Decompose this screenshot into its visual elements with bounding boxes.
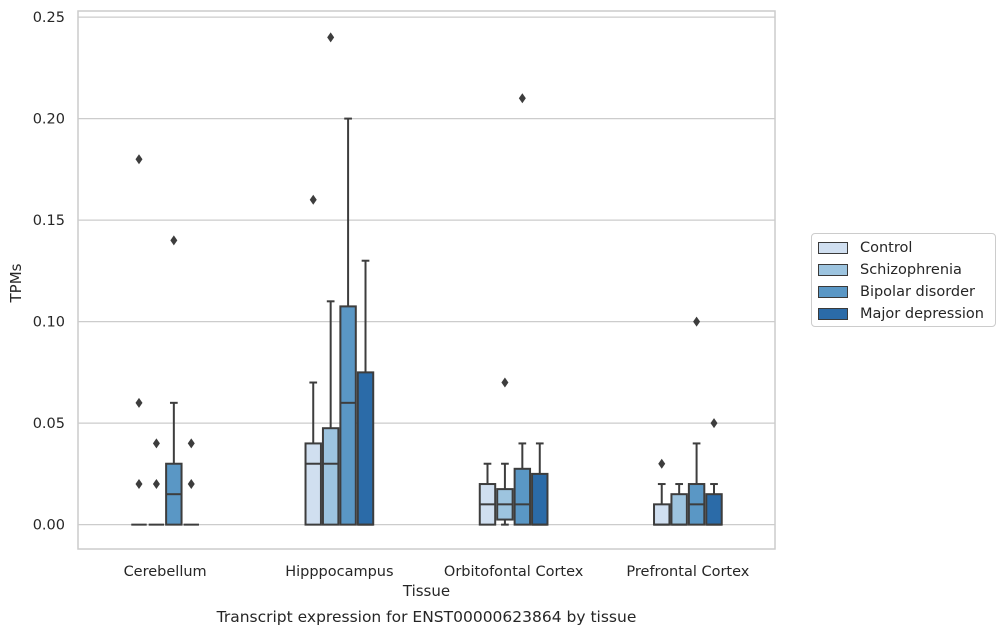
box-1-1 <box>321 300 340 526</box>
x-tick-label-0: Cerebellum <box>124 564 207 580</box>
x-tick-label-1: Hipppocampus <box>285 564 393 580</box>
outlier-0-0-2 <box>135 479 143 490</box>
box-body <box>356 371 375 526</box>
box-3-1 <box>670 483 688 526</box>
grid-lines <box>78 16 775 526</box>
legend-label-control: Control <box>860 240 913 256</box>
boxes <box>131 117 723 526</box>
outlier-0-0-0 <box>135 154 143 165</box>
y-tick-label-0: 0.00 <box>33 518 65 534</box>
y-axis-label: TPMs <box>7 263 25 303</box>
outlier-0-2-0 <box>170 235 178 246</box>
box-3-0 <box>653 483 671 526</box>
x-tick-labels: Cerebellum Hipppocampus Orbitofontal Corte… <box>124 564 750 580</box>
outlier-2-1-0 <box>501 377 509 388</box>
outlier-0-1-1 <box>152 479 160 490</box>
outlier-2-2-0 <box>518 93 526 104</box>
legend-swatch-bipolar-disorder <box>818 286 848 298</box>
legend-swatch-major-depression <box>818 308 848 320</box>
box-body <box>705 493 723 526</box>
box-0-2 <box>165 401 183 526</box>
outlier-1-1-0 <box>327 32 335 43</box>
box-body <box>531 472 549 526</box>
outlier-3-3-0 <box>710 418 718 429</box>
x-axis-label: Tissue <box>402 582 451 600</box>
legend-item-control: Control <box>818 239 912 257</box>
y-tick-labels: 0.00 0.05 0.10 0.15 0.20 0.25 <box>33 10 65 534</box>
plot-frame <box>77 10 776 550</box>
y-tick-label-5: 0.25 <box>33 10 65 26</box>
x-tick-label-3: Prefrontal Cortex <box>626 564 749 580</box>
outlier-0-3-0 <box>187 438 195 449</box>
outlier-3-2-0 <box>693 316 701 327</box>
box-3-3 <box>705 483 723 526</box>
box-1-2 <box>339 117 357 526</box>
box-body <box>321 427 340 526</box>
box-body <box>304 442 322 526</box>
legend: Control Schizophrenia Bipolar disorder M… <box>811 233 996 327</box>
y-tick-label-3: 0.15 <box>33 213 65 229</box>
x-tick-label-2: Orbitofontal Cortex <box>444 564 584 580</box>
legend-item-schizophrenia: Schizophrenia <box>818 261 962 279</box>
outlier-1-0-0 <box>309 194 317 205</box>
box-body <box>513 467 532 526</box>
outlier-0-3-1 <box>187 479 195 490</box>
box-3-2 <box>687 442 706 526</box>
legend-label-major-depression: Major depression <box>860 306 984 322</box>
box-1-3 <box>356 259 375 526</box>
legend-label-schizophrenia: Schizophrenia <box>860 262 962 278</box>
box-1-0 <box>304 381 322 526</box>
legend-swatch-schizophrenia <box>818 264 848 276</box>
outlier-0-0-1 <box>135 397 143 408</box>
y-tick-label-4: 0.20 <box>33 112 65 128</box>
legend-item-bipolar-disorder: Bipolar disorder <box>818 283 975 301</box>
legend-label-bipolar-disorder: Bipolar disorder <box>860 284 975 300</box>
legend-swatch-control <box>818 242 848 254</box>
y-tick-label-1: 0.05 <box>33 416 65 432</box>
outliers <box>135 32 718 490</box>
outlier-0-1-0 <box>152 438 160 449</box>
outlier-3-0-0 <box>658 458 666 469</box>
box-body <box>653 503 671 526</box>
y-tick-label-2: 0.10 <box>33 315 65 331</box>
box-2-1 <box>496 462 514 526</box>
box-body <box>339 305 357 526</box>
legend-item-major-depression: Major depression <box>818 305 984 323</box>
chart-caption: Transcript expression for ENST0000062386… <box>216 608 637 626</box>
box-2-0 <box>478 462 497 526</box>
box-2-2 <box>513 442 532 526</box>
box-2-3 <box>531 442 549 526</box>
box-body <box>670 493 688 526</box>
